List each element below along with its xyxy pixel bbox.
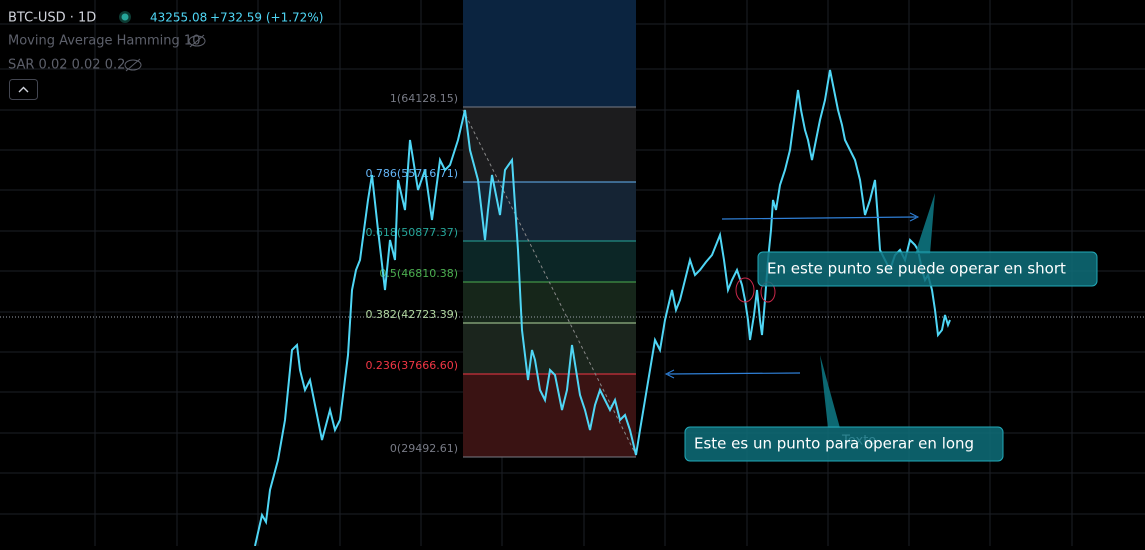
- chevron: [18, 86, 29, 93]
- trend-line: [462, 109, 637, 456]
- callout-text: Este es un punto para operar en long: [694, 435, 974, 453]
- status-dot: [121, 13, 129, 21]
- fib-band: [463, 323, 636, 374]
- symbol[interactable]: BTC-USD · 1D: [8, 11, 96, 26]
- ghost-text: Texto: [841, 434, 876, 449]
- indicator[interactable]: Moving Average Hamming 10: [8, 34, 200, 49]
- fib-band: [463, 374, 636, 457]
- arrowhead: [909, 212, 920, 222]
- arrowhead: [664, 369, 675, 379]
- fib-band: [463, 282, 636, 323]
- marker: [735, 277, 755, 303]
- price-series: [254, 69, 951, 547]
- price-change: +732.59 (+1.72%): [210, 11, 323, 25]
- fib-label: 0.5(46810.38): [379, 267, 458, 280]
- fib-label: 1(64128.15): [390, 92, 458, 105]
- fib-label: 0(29492.61): [390, 442, 458, 455]
- fib-label: 0.382(42723.39): [365, 308, 458, 321]
- hide-icon[interactable]: [124, 34, 206, 72]
- fib-label: 0.618(50877.37): [365, 226, 458, 239]
- callout-text: En este punto se puede operar en short: [767, 260, 1066, 278]
- fib-band: [463, 241, 636, 282]
- fib-band: [463, 182, 636, 241]
- callout[interactable]: [684, 426, 1004, 462]
- callout[interactable]: [757, 251, 1098, 287]
- callout-pointer: [820, 355, 840, 428]
- fib-band: [463, 107, 636, 182]
- fib-label: 0.236(37666.60): [365, 359, 458, 372]
- collapse-button[interactable]: [9, 79, 38, 100]
- fib-levels: 1(64128.15) 0.786(55716.71) 0.618(50877.37…: [365, 92, 636, 458]
- arrow: [721, 216, 917, 220]
- fib-label: 0.786(55716.71): [365, 167, 458, 180]
- arrow: [667, 372, 801, 375]
- callout-pointer: [915, 193, 935, 254]
- indicator[interactable]: SAR 0.02 0.02 0.2: [8, 58, 125, 73]
- fib-band: [463, 0, 636, 107]
- last-price: 43255.08: [150, 11, 207, 25]
